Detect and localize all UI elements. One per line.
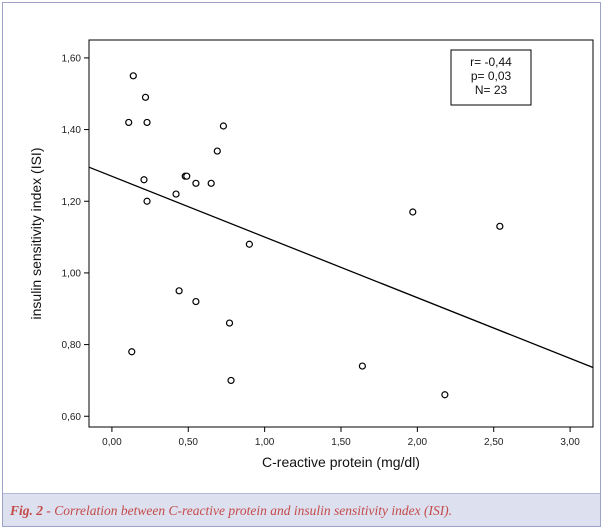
x-axis-title: C-reactive protein (mg/dl)	[262, 454, 420, 470]
data-point	[125, 118, 133, 127]
figure-panel: 0,00 0,50 1,00 1,50 2,00 2,50 3,00 0,60 0,80 1,00…	[2, 2, 601, 527]
data-point	[141, 93, 150, 101]
data-point	[192, 179, 200, 187]
y-tick-label: 1,20	[62, 197, 82, 208]
data-point	[358, 362, 366, 370]
x-tick-label: 0,50	[179, 437, 199, 448]
data-point	[143, 197, 151, 205]
regression-line	[88, 166, 594, 369]
y-tick-label: 1,60	[62, 53, 82, 64]
data-point	[496, 222, 504, 230]
data-point	[183, 172, 191, 180]
stats-line: p= 0,03	[471, 69, 512, 83]
data-point	[192, 297, 200, 306]
y-tick-label: 0,60	[62, 412, 82, 423]
data-point	[219, 122, 227, 130]
stats-box: r= -0,44p= 0,03N= 23	[450, 49, 532, 106]
data-point	[129, 72, 137, 80]
figure-caption: Fig. 2 - Correlation between C-reactive …	[10, 503, 452, 519]
data-point	[225, 319, 234, 327]
data-point	[441, 391, 449, 399]
stats-box-frame	[450, 49, 532, 106]
x-tick-label: 0,00	[102, 437, 122, 448]
data-point	[245, 240, 253, 248]
caption-strip: Fig. 2 - Correlation between C-reactive …	[3, 493, 600, 526]
x-tick-label: 1,00	[255, 437, 275, 448]
x-tick-label: 2,00	[408, 437, 428, 448]
data-point	[140, 176, 148, 184]
scatter-chart: 0,00 0,50 1,00 1,50 2,00 2,50 3,00 0,60 0,80 1,00…	[28, 39, 594, 470]
y-tick-label: 0,80	[62, 340, 82, 351]
data-point	[227, 376, 235, 385]
tick-group: 0,00 0,50 1,00 1,50 2,00 2,50 3,00 0,60 0,80 1,00…	[62, 53, 581, 448]
data-point	[213, 147, 221, 155]
y-tick-label: 1,40	[62, 125, 82, 136]
data-point	[175, 287, 183, 295]
x-tick-label: 1,50	[331, 437, 351, 448]
stats-line: N= 23	[475, 83, 508, 97]
data-points	[125, 72, 504, 399]
stats-line: r= -0,44	[470, 55, 512, 69]
regression-line-group	[88, 166, 594, 369]
y-axis-title: insulin sensitivity index (ISI)	[28, 148, 44, 320]
data-point	[128, 348, 136, 356]
data-point	[409, 208, 417, 216]
caption-text: Correlation between C-reactive protein a…	[50, 503, 453, 518]
data-point	[143, 118, 151, 127]
x-tick-label: 2,50	[484, 437, 504, 448]
y-tick-label: 1,00	[62, 268, 82, 279]
x-tick-label: 3,00	[560, 437, 580, 448]
data-point	[172, 190, 180, 198]
data-point	[207, 179, 215, 187]
caption-label: Fig. 2 -	[10, 503, 51, 518]
